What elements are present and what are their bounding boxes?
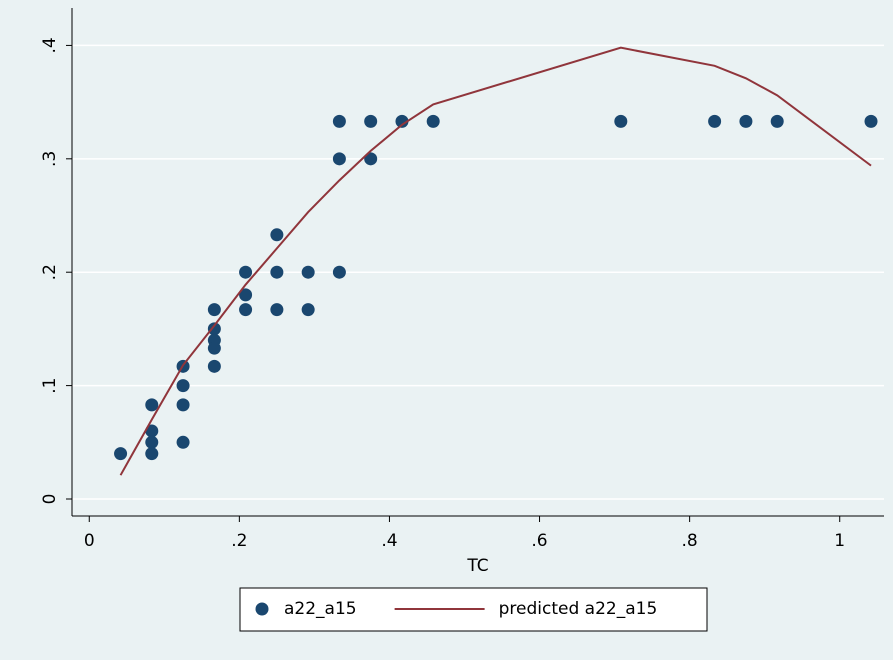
x-tick-label: .2	[231, 531, 247, 551]
scatter-point	[239, 266, 252, 279]
scatter-point	[708, 115, 721, 128]
scatter-point	[177, 398, 190, 411]
scatter-point	[364, 115, 377, 128]
x-axis-title: TC	[466, 556, 488, 576]
x-tick-label: .4	[381, 531, 397, 551]
x-tick-label: .6	[531, 531, 547, 551]
scatter-point	[427, 115, 440, 128]
y-tick-label: 0	[40, 494, 60, 505]
scatter-point	[739, 115, 752, 128]
legend-marker	[256, 603, 269, 616]
legend: a22_a15 predicted a22_a15	[240, 588, 707, 631]
scatter-point	[145, 436, 158, 449]
y-tick-label: .2	[40, 264, 60, 280]
scatter-point	[145, 447, 158, 460]
scatter-point	[333, 115, 346, 128]
x-tick-label: 0	[84, 531, 95, 551]
scatter-point	[208, 342, 221, 355]
scatter-point	[865, 115, 878, 128]
scatter-point	[177, 436, 190, 449]
scatter-point	[771, 115, 784, 128]
page: TC 0 .1 .2 .3 .4 0 .2 .4 .6 .8 1 a22_a15 predicted a…	[0, 0, 893, 660]
scatter-point	[333, 266, 346, 279]
chart: TC 0 .1 .2 .3 .4 0 .2 .4 .6 .8 1 a22_a15 predicted a…	[0, 0, 893, 660]
x-tick-label: .8	[682, 531, 698, 551]
scatter-point	[270, 228, 283, 241]
scatter-point	[114, 447, 127, 460]
scatter-point	[177, 379, 190, 392]
y-tick-label: .1	[40, 377, 60, 393]
scatter-point	[270, 303, 283, 316]
y-tick-label: .3	[40, 151, 60, 167]
y-tick-label: .4	[40, 37, 60, 53]
scatter-point	[333, 152, 346, 165]
scatter-point	[302, 266, 315, 279]
plot-area	[72, 8, 884, 516]
scatter-point	[270, 266, 283, 279]
scatter-point	[208, 303, 221, 316]
scatter-point	[614, 115, 627, 128]
x-tick-label: 1	[834, 531, 845, 551]
scatter-point	[145, 398, 158, 411]
legend-label: a22_a15	[284, 599, 357, 619]
scatter-point	[239, 303, 252, 316]
scatter-point	[208, 360, 221, 373]
scatter-point	[302, 303, 315, 316]
legend-label: predicted a22_a15	[499, 599, 658, 619]
